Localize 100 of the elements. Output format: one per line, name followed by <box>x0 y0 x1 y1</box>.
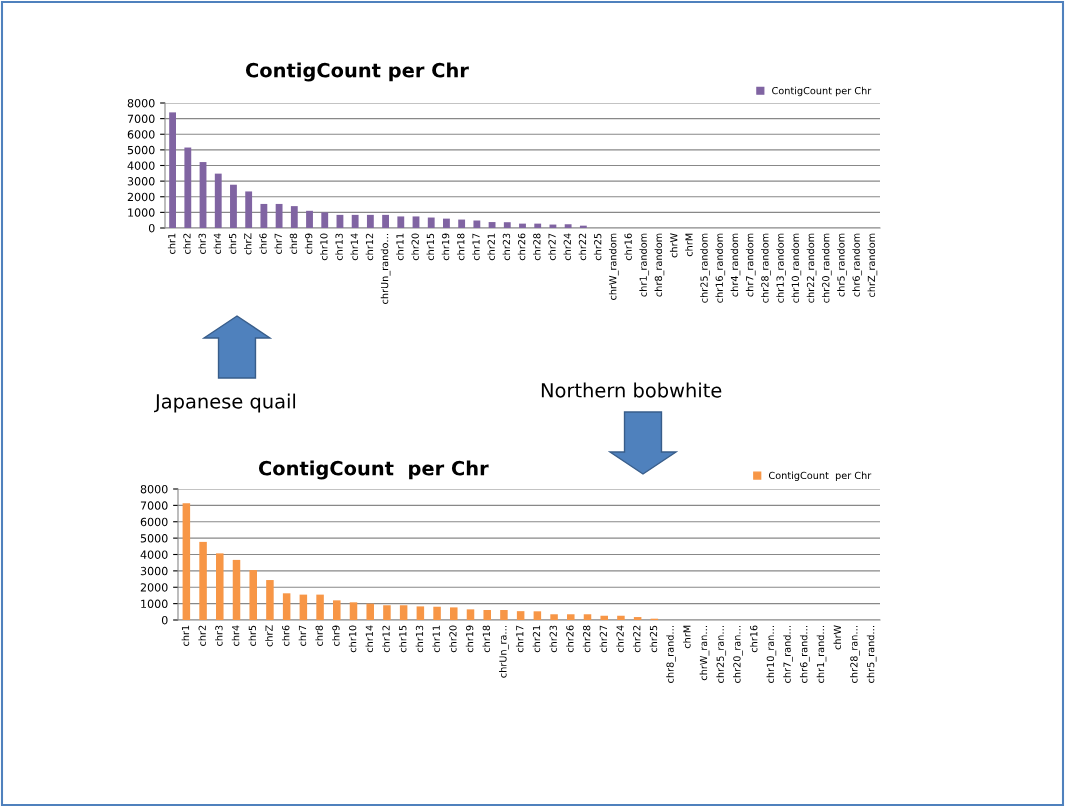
bar <box>260 203 268 228</box>
x-tick-label: chr1_random <box>639 233 650 297</box>
x-tick-label: chr8_rand… <box>666 625 676 683</box>
bar <box>230 184 237 228</box>
x-tick-label: chr16 <box>749 625 758 653</box>
bar <box>399 605 408 620</box>
x-tick-label: chr24 <box>616 625 624 653</box>
x-tick-label: chrUn_rando… <box>380 233 391 304</box>
x-tick-label: chr13_random <box>776 233 786 303</box>
x-tick-label: chr20_random <box>821 233 832 303</box>
bar <box>351 214 359 228</box>
bar <box>245 191 253 228</box>
x-tick-label: chr4 <box>231 625 240 647</box>
x-tick-label: chr13 <box>415 625 424 653</box>
x-tick-label: chr16_random <box>715 233 726 303</box>
x-tick-label: chr5 <box>248 625 257 647</box>
bar <box>382 214 390 228</box>
x-tick-label: chr11 <box>432 625 440 653</box>
bar <box>199 541 207 620</box>
bar <box>366 214 374 228</box>
x-tick-label: chr4_random <box>730 233 741 297</box>
x-tick-label: chr25_ran… <box>716 625 727 683</box>
y-tick-label: 6000 <box>127 130 155 139</box>
bar <box>483 610 491 620</box>
x-tick-label: chr5 <box>228 233 237 255</box>
text: Japanese quail <box>153 393 296 413</box>
x-tick-label: chr28_random <box>761 233 771 303</box>
x-tick-label: chr25 <box>649 625 658 653</box>
bar <box>458 219 466 228</box>
x-tick-label: chr6_random <box>852 233 863 297</box>
bar <box>519 223 526 228</box>
bar <box>443 218 450 228</box>
bar <box>600 615 608 620</box>
x-tick-label: chr19 <box>465 625 474 653</box>
x-tick-label: chr9 <box>332 625 340 647</box>
x-tick-label: chrUn_ra… <box>499 625 509 678</box>
x-tick-label: chr11 <box>396 233 404 261</box>
x-tick-label: chr6_rand… <box>799 625 810 683</box>
bar <box>232 559 241 620</box>
x-tick-label: chrM <box>685 233 693 257</box>
y-tick-label: 7000 <box>140 501 168 510</box>
y-tick-label: 4000 <box>140 550 168 559</box>
bar <box>366 603 374 620</box>
x-tick-label: chr20 <box>449 625 457 653</box>
x-tick-label: chr1 <box>167 233 176 255</box>
x-tick-label: chr5_random <box>837 233 847 297</box>
x-tick-label: chrW_ran… <box>699 625 710 681</box>
x-tick-label: chr9 <box>304 233 313 255</box>
bar <box>214 173 222 228</box>
x-tick-label: chr7 <box>298 625 307 647</box>
y-tick-label: 4000 <box>127 161 155 170</box>
x-tick-label: chrW <box>833 625 842 650</box>
x-tick-label: chrZ <box>265 625 273 647</box>
x-tick-label: chr3 <box>215 625 223 647</box>
bar <box>275 203 283 228</box>
bar <box>249 570 257 620</box>
x-tick-label: chr14 <box>365 625 374 653</box>
bar <box>427 217 435 228</box>
x-tick-label: chr18 <box>482 625 491 653</box>
bar <box>567 614 575 620</box>
x-tick-label: chr23 <box>549 625 557 653</box>
x-tick-label: chr3 <box>198 233 206 255</box>
x-tick-label: chr28 <box>582 625 591 653</box>
x-tick-label: chr6 <box>259 233 267 255</box>
x-tick-label: chr7_rand… <box>783 625 793 683</box>
x-tick-label: chr5_rand… <box>866 625 877 683</box>
y-tick-label: 5000 <box>127 145 155 155</box>
bar <box>321 212 329 228</box>
x-tick-label: chr22 <box>578 233 587 261</box>
bar <box>182 503 191 620</box>
x-tick-label: chr10_random <box>791 233 802 303</box>
x-tick-label: chr21 <box>532 625 541 653</box>
x-tick-label: chr7 <box>274 233 282 255</box>
y-tick-label: 3000 <box>140 566 168 576</box>
x-tick-label: chr17 <box>515 625 524 653</box>
bar <box>282 593 291 620</box>
x-tick-label: chrW <box>669 233 678 258</box>
y-tick-label: 1000 <box>141 599 168 608</box>
x-tick-label: chrZ_random <box>867 233 878 298</box>
x-tick-label: chr10_ran… <box>766 625 777 683</box>
bar <box>533 611 542 620</box>
bar <box>516 611 525 620</box>
x-tick-label: chrM <box>683 625 691 649</box>
bar <box>617 615 625 620</box>
x-tick-label: chr26 <box>566 625 574 653</box>
bar <box>583 614 592 620</box>
x-tick-label: chr21 <box>487 233 495 261</box>
bar <box>383 605 391 620</box>
y-tick-label: 3000 <box>127 177 155 186</box>
bar <box>316 594 324 620</box>
y-tick-label: 8000 <box>127 98 155 108</box>
bar <box>503 222 511 228</box>
y-tick-label: 7000 <box>127 114 155 123</box>
x-tick-label: chr1_rand… <box>816 625 827 683</box>
x-tick-label: chr15 <box>398 625 407 653</box>
x-tick-label: chr17 <box>472 233 480 261</box>
y-tick-label: 2000 <box>127 192 155 202</box>
bar <box>550 614 558 620</box>
x-tick-label: chr10 <box>348 625 357 653</box>
chart-title: ContigCount per Chr <box>245 62 469 82</box>
